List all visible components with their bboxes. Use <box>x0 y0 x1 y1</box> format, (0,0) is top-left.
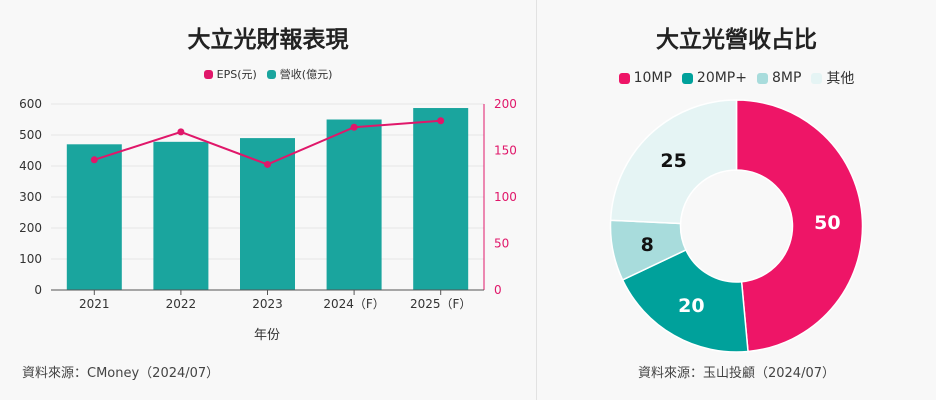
x-tick-label: 2023 <box>252 297 283 311</box>
revenue-bar[interactable] <box>153 141 209 290</box>
y-left-tick-label: 500 <box>19 128 42 142</box>
chart-title: 大立光營收占比 <box>656 27 817 53</box>
x-tick-label: 2025（F） <box>410 297 471 311</box>
legend-label-eps: EPS(元) <box>216 68 257 81</box>
y-left-tick-label: 300 <box>19 190 42 204</box>
source-note: 資料來源：玉山投顧（2024/07） <box>637 366 835 381</box>
legend-swatch-other <box>811 72 823 84</box>
pie-slice[interactable] <box>735 99 864 353</box>
y-right-tick-label: 150 <box>494 144 517 158</box>
legend-label-20mp: 20MP+ <box>696 70 747 86</box>
pie-slice-label: 25 <box>660 150 686 172</box>
combo-legend: EPS(元) 營收(億元) <box>0 66 536 82</box>
legend-swatch-eps <box>203 69 213 79</box>
y-left-tick-label: 100 <box>19 252 42 266</box>
revenue-bar[interactable] <box>240 138 295 290</box>
revenue-mix-panel: 大立光營收占比 10MP 20MP+ 8MP 其他 50 20 8 25 資料來源：玉… <box>537 0 936 400</box>
legend-item-revenue[interactable]: 營收(億元) <box>266 66 333 82</box>
legend-label-revenue: 營收(億元) <box>279 68 333 81</box>
financial-performance-panel: 大立光財報表現 EPS(元) 營收(億元) 0 100 200 300 400 500 60… <box>0 27 536 381</box>
pie-slice-label: 8 <box>641 234 654 256</box>
x-tick-label: 2021 <box>79 297 110 311</box>
revenue-bar[interactable] <box>413 108 469 290</box>
y-left-tick-label: 600 <box>19 97 42 111</box>
chart-title: 大立光財報表現 <box>187 27 349 53</box>
eps-point[interactable] <box>437 117 445 125</box>
pie-slice[interactable] <box>609 99 738 225</box>
legend-swatch-revenue <box>266 69 276 79</box>
pie-slice-label: 50 <box>814 212 840 234</box>
legend-label-other: 其他 <box>826 71 855 87</box>
y-left-tick-label: 0 <box>34 283 42 297</box>
x-axis-title: 年份 <box>254 328 280 343</box>
panel-divider <box>536 0 537 400</box>
legend-item-8mp[interactable]: 8MP <box>756 70 802 86</box>
source-note: 資料來源：CMoney（2024/07） <box>22 366 220 381</box>
pie-slice[interactable] <box>621 248 749 353</box>
legend-label-10mp: 10MP <box>633 70 672 86</box>
legend-swatch-8mp <box>756 72 768 84</box>
eps-point[interactable] <box>177 128 185 136</box>
eps-point[interactable] <box>264 160 271 168</box>
pie-slice-label: 20 <box>678 295 704 317</box>
donut-chart: 50 20 8 25 <box>609 99 864 353</box>
x-tick-label: 2022 <box>166 297 197 311</box>
revenue-bar[interactable] <box>326 119 382 291</box>
y-left-tick-label: 400 <box>19 159 42 173</box>
legend-item-20mp[interactable]: 20MP+ <box>681 70 747 86</box>
legend-item-eps[interactable]: EPS(元) <box>203 66 257 82</box>
y-right-tick-label: 100 <box>494 190 517 204</box>
pie-legend: 10MP 20MP+ 8MP 其他 <box>537 68 936 88</box>
eps-point[interactable] <box>90 156 98 164</box>
eps-point[interactable] <box>350 123 358 131</box>
combo-chart: 0 100 200 300 400 500 600 0 50 100 150 200 2021 2022 2… <box>19 97 517 343</box>
y-right-tick-label: 50 <box>494 237 509 251</box>
y-right-tick-label: 200 <box>494 97 517 111</box>
legend-item-10mp[interactable]: 10MP <box>618 70 672 86</box>
legend-item-other[interactable]: 其他 <box>811 68 854 88</box>
y-left-tick-label: 200 <box>19 221 42 235</box>
legend-swatch-20mp <box>681 72 693 84</box>
y-right-tick-label: 0 <box>494 283 502 297</box>
legend-swatch-10mp <box>618 72 630 84</box>
revenue-bar[interactable] <box>66 144 122 290</box>
legend-label-8mp: 8MP <box>771 70 802 86</box>
x-tick-label: 2024（F） <box>323 297 384 311</box>
